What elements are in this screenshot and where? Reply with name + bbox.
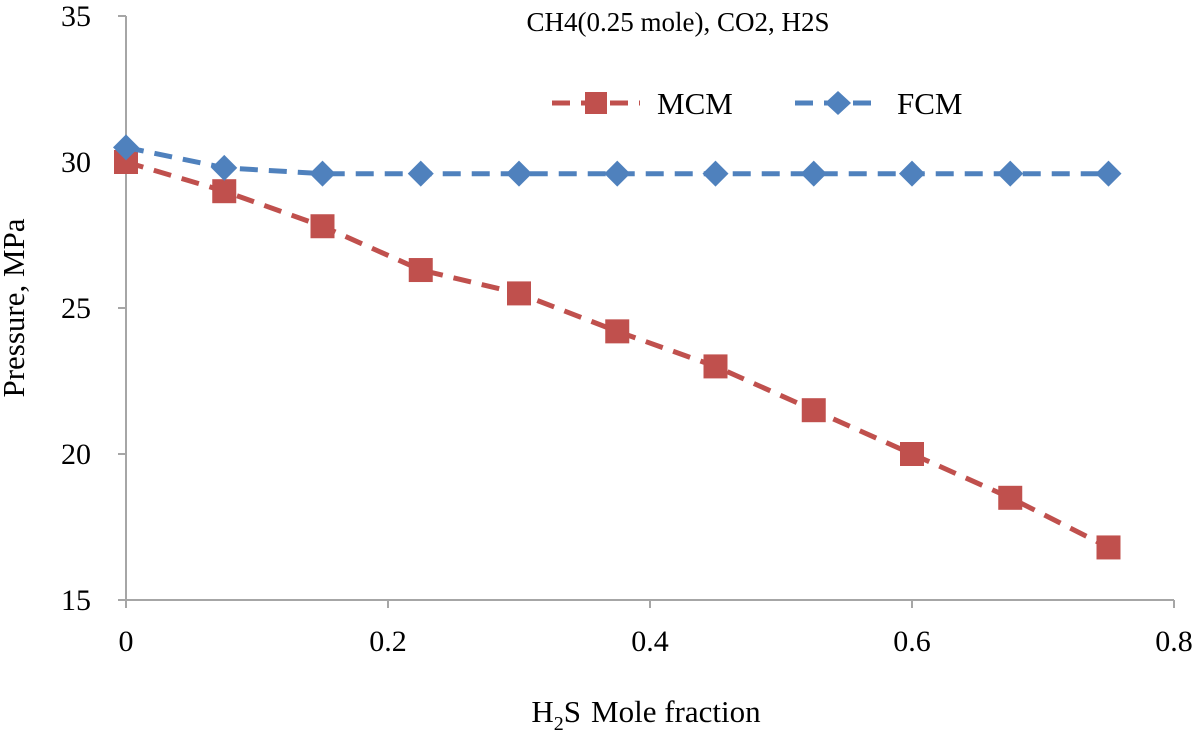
- x-axis-label-main: Mole fraction: [591, 694, 761, 729]
- data-point-mcm: [310, 214, 335, 239]
- y-axis-ticks: 15 20 25 30 35: [61, 0, 126, 617]
- legend-swatch-fcm-marker: [825, 91, 851, 115]
- y-tick-label: 25: [61, 292, 91, 325]
- x-axis-label-prefix: H: [531, 694, 553, 729]
- legend-label-mcm: MCM: [657, 86, 733, 121]
- series-line-mcm: [125, 159, 1110, 550]
- chart-title: CH4(0.25 mole), CO2, H2S: [527, 7, 830, 37]
- data-point-mcm: [507, 281, 531, 306]
- data-point-fcm: [506, 160, 532, 187]
- data-point-fcm: [899, 160, 925, 187]
- data-point-fcm: [997, 160, 1024, 187]
- data-point-fcm: [1095, 160, 1122, 187]
- x-axis-ticks: 0 0.2 0.4 0.6 0.8: [119, 600, 1193, 658]
- data-point-mcm: [703, 354, 728, 379]
- x-tick-label: 0: [119, 625, 134, 658]
- data-point-mcm: [900, 442, 924, 466]
- x-axis-label-suffix: S: [564, 694, 581, 729]
- data-point-mcm: [801, 398, 826, 423]
- x-tick-label: 0.6: [893, 625, 931, 658]
- series-fcm: [113, 134, 1122, 187]
- x-axis-label-subscript: 2: [554, 713, 564, 735]
- data-point-mcm: [1096, 535, 1121, 560]
- data-point-mcm: [998, 485, 1023, 510]
- series-layer: [113, 134, 1122, 560]
- data-point-fcm: [800, 160, 827, 187]
- y-tick-label: 20: [61, 438, 91, 471]
- legend-item-fcm: FCM: [795, 86, 962, 121]
- y-tick-label: 15: [61, 584, 91, 617]
- y-tick-label: 30: [61, 146, 91, 179]
- legend: MCM FCM: [552, 86, 962, 121]
- x-axis-label: H2S Mole fraction: [531, 694, 761, 735]
- data-point-mcm: [605, 319, 630, 344]
- y-tick-label: 35: [61, 0, 91, 33]
- data-point-fcm: [113, 134, 139, 161]
- legend-swatch-mcm-marker: [585, 92, 607, 114]
- data-point-fcm: [702, 160, 729, 187]
- x-tick-label: 0.4: [631, 625, 669, 658]
- series-mcm: [114, 150, 1121, 560]
- data-point-fcm: [211, 154, 238, 181]
- legend-label-fcm: FCM: [897, 86, 962, 121]
- legend-item-mcm: MCM: [552, 86, 733, 121]
- y-axis-label: Pressure, MPa: [0, 218, 31, 397]
- data-point-fcm: [309, 160, 336, 187]
- data-point-fcm: [407, 160, 434, 187]
- axes: [125, 16, 1174, 601]
- x-tick-label: 0.8: [1155, 625, 1193, 658]
- data-point-mcm: [408, 258, 433, 283]
- data-point-mcm: [212, 179, 237, 204]
- data-point-fcm: [604, 160, 631, 187]
- x-tick-label: 0.2: [369, 625, 407, 658]
